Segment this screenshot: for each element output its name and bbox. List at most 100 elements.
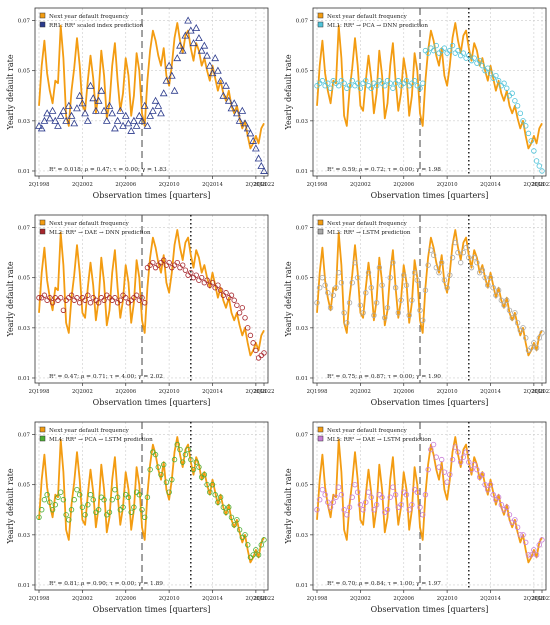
x-tick-label: 2Q1998	[307, 596, 328, 602]
prediction-point	[44, 492, 50, 498]
prediction-point	[228, 514, 235, 520]
prediction-point	[368, 85, 374, 91]
prediction-point	[457, 459, 464, 465]
prediction-point	[253, 347, 259, 354]
prediction-point	[176, 41, 184, 49]
prediction-point	[352, 259, 358, 266]
prediction-point	[41, 292, 48, 298]
prediction-point	[157, 109, 165, 117]
prediction-point	[447, 272, 453, 278]
prediction-point	[357, 85, 364, 91]
prediction-point	[74, 487, 80, 493]
prediction-point	[158, 471, 164, 478]
prediction-point	[392, 492, 399, 498]
prediction-point	[261, 537, 267, 543]
prediction-point	[479, 62, 486, 69]
prediction-point	[36, 295, 42, 301]
prediction-point	[536, 335, 542, 341]
actual-series-line	[38, 436, 265, 564]
prediction-point	[460, 454, 467, 460]
panel-ml5: 0.01 0.03 0.05 0.07 2Q1998 2Q2002 2Q2006 2Q2010…	[284, 421, 550, 614]
legend-label-prediction: ML1: RR² → PCA → DNN prediction	[327, 22, 428, 29]
prediction-point	[67, 111, 76, 119]
prediction-point	[482, 481, 488, 488]
legend-label-prediction: ML5: RR² → DAE → LSTM prediction	[327, 436, 432, 443]
plot-frame	[34, 214, 269, 384]
prediction-point	[452, 444, 458, 450]
prediction-point	[57, 295, 64, 301]
prediction-point	[120, 504, 126, 510]
prediction-point	[476, 57, 483, 64]
prediction-point	[398, 502, 404, 508]
prediction-point	[89, 94, 98, 102]
y-tick-label: 0.01	[296, 376, 308, 382]
prediction-point	[368, 285, 374, 291]
prediction-point	[220, 504, 227, 510]
prediction-point	[495, 78, 502, 84]
legend-label-prediction: ML2: RR² → DAE → DNN prediction	[49, 229, 151, 236]
prediction-point	[455, 47, 461, 54]
prediction-point	[512, 517, 518, 523]
prediction-point	[139, 295, 145, 301]
prediction-point	[160, 257, 167, 263]
prediction-point	[59, 106, 68, 114]
prediction-point	[86, 81, 95, 89]
x-tick-label: 2Q2014	[202, 389, 223, 395]
prediction-point	[127, 126, 136, 134]
prediction-point	[257, 161, 266, 169]
prediction-point	[75, 91, 84, 99]
prediction-point	[62, 116, 70, 124]
y-tick-label: 0.03	[296, 326, 309, 332]
prediction-point	[205, 61, 214, 69]
prediction-point	[490, 285, 496, 291]
prediction-point	[365, 83, 372, 89]
prediction-point	[143, 121, 152, 129]
prediction-point	[344, 85, 350, 91]
prediction-point	[74, 295, 80, 301]
prediction-point	[327, 504, 334, 510]
x-axis-label: Observation times [quarters]	[93, 398, 211, 407]
x-tick-label: 2Q2006	[115, 596, 136, 602]
prediction-point	[482, 274, 488, 281]
legend-label-actual: Next year default frequency	[327, 14, 408, 20]
x-axis-label: Observation times [quarters]	[371, 398, 489, 407]
prediction-point	[117, 297, 124, 303]
prediction-point	[55, 494, 61, 500]
prediction-point	[83, 116, 92, 124]
prediction-point	[504, 85, 510, 91]
legend-swatch-actual	[317, 12, 324, 19]
prediction-point	[436, 464, 442, 470]
prediction-point	[219, 91, 228, 99]
plot-frame	[34, 7, 269, 177]
prediction-point	[406, 507, 412, 513]
prediction-point	[349, 494, 355, 500]
prediction-point	[212, 492, 218, 498]
prediction-point	[368, 494, 374, 500]
x-tick-label: 2Q2014	[480, 596, 501, 602]
prediction-point	[147, 466, 153, 473]
prediction-point	[531, 340, 537, 346]
prediction-point	[200, 41, 209, 49]
prediction-point	[95, 300, 102, 306]
prediction-point	[47, 295, 53, 301]
prediction-point	[142, 300, 148, 306]
prediction-point	[514, 524, 521, 531]
prediction-point	[109, 497, 115, 503]
y-axis-label: Yearly default rate	[6, 54, 15, 130]
prediction-point	[341, 507, 347, 513]
prediction-point	[186, 26, 195, 34]
prediction-point	[428, 446, 434, 453]
prediction-point	[479, 471, 486, 478]
prediction-point	[66, 295, 72, 301]
y-axis-label: Yearly default rate	[6, 468, 15, 544]
prediction-point	[241, 119, 249, 127]
prediction-point	[485, 282, 491, 288]
prediction-point	[94, 96, 103, 104]
prediction-point	[449, 42, 456, 49]
actual-series-line	[316, 436, 543, 564]
prediction-point	[98, 295, 105, 301]
prediction-point	[196, 277, 202, 283]
prediction-point	[485, 487, 491, 493]
prediction-point	[325, 499, 331, 505]
